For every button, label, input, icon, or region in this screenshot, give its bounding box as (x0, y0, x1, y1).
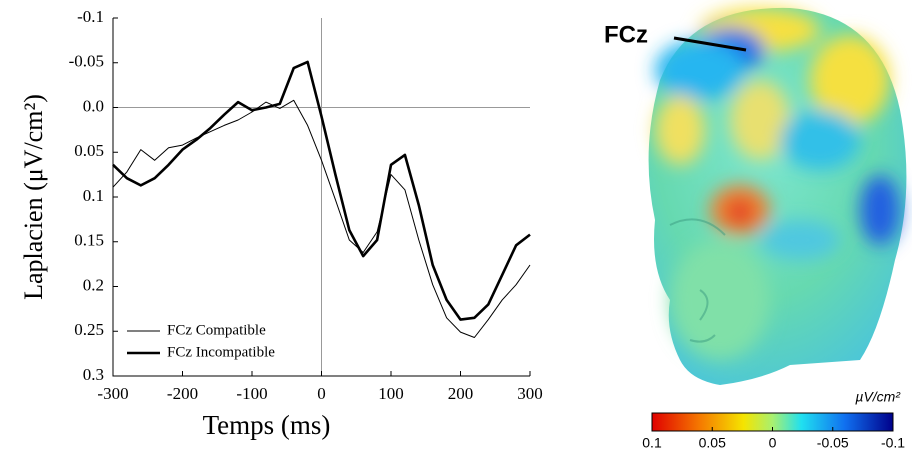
x-tick-label: 100 (378, 384, 404, 403)
legend-label: FCz Compatible (167, 322, 266, 338)
x-tick-label: -200 (167, 384, 198, 403)
colorbar-tick-label: 0 (769, 435, 777, 451)
colorbar-title: µV/cm² (855, 389, 901, 405)
x-tick-label: 300 (517, 384, 543, 403)
head-blobs (655, 8, 900, 360)
y-tick-label: 0.25 (74, 320, 104, 339)
series-line (112, 99, 531, 338)
x-tick-label: -300 (97, 384, 128, 403)
series-line (112, 60, 531, 321)
y-tick-label: 0.2 (83, 275, 104, 294)
y-tick-label: -0.1 (77, 7, 104, 26)
pointer-line (673, 36, 747, 52)
x-tick-label: -100 (236, 384, 267, 403)
head-map: FCz (604, 7, 907, 386)
y-tick-label: 0.05 (74, 141, 104, 160)
colorbar: µV/cm² 0.1 0.05 0 -0.05 -0.1 (642, 389, 905, 451)
x-tick-label: 200 (448, 384, 474, 403)
y-tick-label: 0.0 (83, 96, 104, 115)
y-axis-label: Laplacien (μV/cm²) (19, 94, 48, 300)
line-chart: -0.1 -0.05 0.0 0.05 0.1 0.15 0.2 0.25 0.3-300 -20… (19, 7, 543, 440)
electrode-label: FCz (604, 21, 648, 48)
colorbar-tick-label: -0.05 (817, 435, 849, 451)
x-tick-label: 0 (317, 384, 326, 403)
x-axis-label: Temps (ms) (203, 410, 331, 440)
y-tick-label: -0.05 (69, 52, 104, 71)
y-tick-label: 0.3 (83, 365, 104, 384)
legend-label: FCz Incompatible (167, 344, 275, 360)
colorbar-tick-label: 0.05 (699, 435, 726, 451)
colorbar-tick-label: 0.1 (642, 435, 662, 451)
colorbar-tick-label: -0.1 (881, 435, 905, 451)
y-tick-label: 0.1 (83, 186, 104, 205)
y-tick-label: 0.15 (74, 231, 104, 250)
